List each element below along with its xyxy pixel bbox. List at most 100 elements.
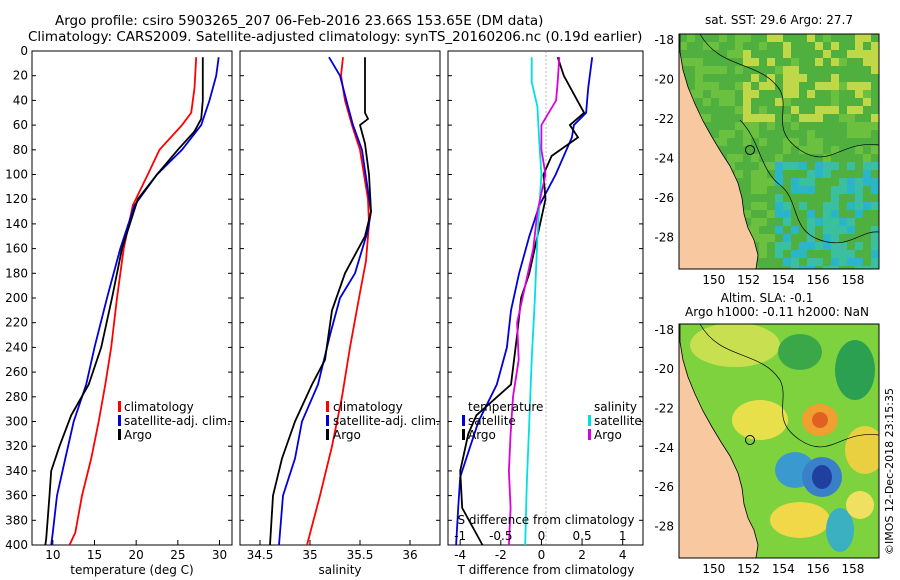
sst-cell	[751, 42, 759, 50]
sst-cell	[855, 266, 863, 269]
sst-cell	[807, 266, 815, 269]
sst-cell	[767, 170, 775, 178]
sst-cell	[799, 178, 807, 186]
sst-cell	[863, 82, 871, 90]
sst-cell	[727, 90, 735, 98]
legend-climatology-label: climatology	[333, 400, 403, 414]
sst-cell	[863, 66, 871, 74]
sst-cell	[767, 66, 775, 74]
sst-cell	[815, 242, 823, 250]
sst-cell	[823, 258, 831, 266]
sst-cell	[735, 42, 743, 50]
series-line-t-satellite	[455, 57, 594, 546]
sst-cell	[879, 234, 887, 242]
sst-cell	[879, 266, 887, 274]
sst-cell	[839, 218, 847, 226]
sst-cell	[791, 226, 799, 234]
sst-cell	[727, 106, 735, 114]
sst-cell	[783, 82, 791, 90]
sst-cell	[863, 170, 871, 178]
legend-argo-swatch	[326, 429, 329, 440]
sst-cell	[879, 82, 887, 90]
chart-title-line2: Climatology: CARS2009. Satellite-adjuste…	[28, 29, 642, 45]
sst-cell	[799, 98, 807, 106]
sst-cell	[791, 218, 799, 226]
s-tick-label: -1	[454, 529, 466, 543]
x-tick-label: 35.5	[347, 548, 374, 562]
sst-cell	[791, 146, 799, 154]
sst-cell	[759, 162, 767, 170]
sst-cell	[871, 106, 879, 114]
sst-cell	[743, 178, 751, 186]
sst-cell	[703, 50, 711, 58]
sst-cell	[791, 114, 799, 122]
sst-cell	[719, 106, 727, 114]
sst-cell	[751, 90, 759, 98]
sst-cell	[863, 34, 871, 42]
sst-cell	[783, 106, 791, 114]
x-tick-label: 36	[402, 548, 417, 562]
sla-blob	[826, 508, 854, 552]
sst-cell	[759, 218, 767, 226]
s-difference-tick-labels: -1 -0.5 0 0.5 1	[454, 529, 626, 543]
sst-cell	[839, 130, 847, 138]
sst-cell	[855, 66, 863, 74]
sst-cell	[831, 250, 839, 258]
sst-cell	[823, 226, 831, 234]
sst-cell	[735, 50, 743, 58]
depth-tick-label: 60	[13, 118, 28, 132]
sst-cell	[863, 250, 871, 258]
sst-cell	[823, 202, 831, 210]
sst-cell	[847, 258, 855, 266]
sla-map-title-line1: Altim. SLA: -0.1	[721, 291, 814, 305]
sst-cell	[847, 226, 855, 234]
sst-cell	[847, 202, 855, 210]
sst-cell	[759, 50, 767, 58]
x-tick-label: 10	[45, 548, 60, 562]
sst-cell	[759, 154, 767, 162]
sst-cell	[847, 186, 855, 194]
sst-cell	[855, 218, 863, 226]
sla-map-title-line2: Argo h1000: -0.11 h2000: NaN	[685, 305, 869, 319]
sst-cell	[759, 122, 767, 130]
lon-tick-label: 158	[841, 562, 864, 576]
series-line-argo	[44, 57, 204, 546]
sst-cell	[839, 170, 847, 178]
sst-cell	[791, 154, 799, 162]
sst-cell	[767, 98, 775, 106]
sst-cell	[759, 42, 767, 50]
sst-cell	[871, 234, 879, 242]
sst-cell	[791, 162, 799, 170]
sst-cell	[735, 162, 743, 170]
sst-cell	[791, 58, 799, 66]
sst-cell	[863, 202, 871, 210]
series-line-s-argo	[507, 57, 561, 546]
series-line-satellite-adj-clim-	[50, 57, 220, 546]
sst-cell	[871, 90, 879, 98]
sst-cell	[839, 242, 847, 250]
sla-blob	[770, 502, 830, 538]
sst-cell	[855, 82, 863, 90]
depth-tick-label: 360	[5, 489, 28, 503]
sst-cell	[783, 74, 791, 82]
sst-cell	[743, 170, 751, 178]
lat-tick-label: -22	[654, 402, 674, 416]
depth-tick-label: 100	[5, 168, 28, 182]
s-tick-label: 0.5	[573, 529, 592, 543]
sst-cell	[807, 122, 815, 130]
sst-cell	[831, 130, 839, 138]
sst-lon-tick-labels: 150 152 154 156 158	[702, 273, 864, 287]
sst-cell	[839, 98, 847, 106]
sst-cell	[719, 82, 727, 90]
sst-cell	[759, 90, 767, 98]
sst-cell	[807, 178, 815, 186]
sst-cell	[831, 154, 839, 162]
sst-cell	[879, 90, 887, 98]
sst-cell	[823, 130, 831, 138]
sst-cell	[767, 178, 775, 186]
argo-position-marker	[745, 435, 755, 445]
sst-cell	[839, 234, 847, 242]
sst-cell	[871, 50, 879, 58]
sst-cell	[831, 82, 839, 90]
sst-cell	[871, 146, 879, 154]
